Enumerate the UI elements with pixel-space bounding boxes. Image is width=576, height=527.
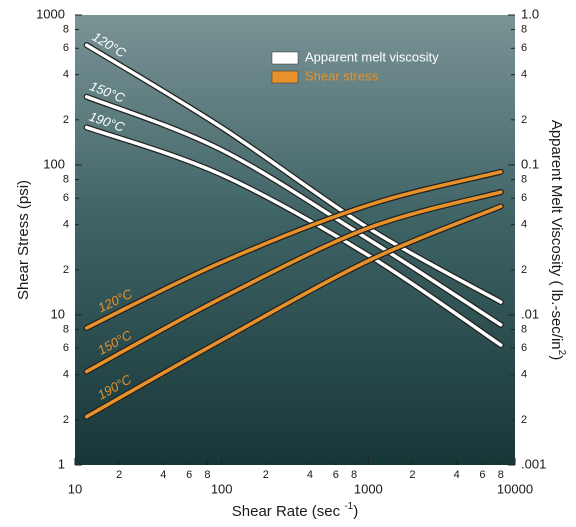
y2-tick-label: 6 — [521, 42, 527, 54]
y2-axis-title: Apparent Melt Viscosity ( lb.-sec/in2) — [548, 120, 567, 360]
x-tick-label: 10000 — [497, 481, 533, 496]
curve — [84, 43, 503, 304]
x-tick-label: 8 — [498, 469, 504, 481]
y-tick-label: 6 — [63, 192, 69, 204]
y2-tick-label: 8 — [521, 23, 527, 35]
y-axis-title: Shear Stress (psi) — [15, 180, 32, 300]
y2-tick-label: 4 — [521, 369, 527, 381]
y2-tick-label: 6 — [521, 342, 527, 354]
y-tick-label: 4 — [63, 69, 69, 81]
y-tick-label: 8 — [63, 23, 69, 35]
y2-tick-label: 8 — [521, 173, 527, 185]
y-tick-label: 2 — [63, 264, 69, 276]
legend-label: Shear stress — [305, 68, 378, 83]
y-tick-label: 10 — [51, 306, 65, 321]
x-tick-label: 100 — [211, 481, 233, 496]
y-tick-label: 1000 — [36, 6, 65, 21]
y2-tick-label: 0.1 — [521, 156, 539, 171]
x-tick-label: 4 — [307, 469, 313, 481]
x-tick-label: 10 — [68, 481, 82, 496]
x-tick-label: 4 — [454, 469, 460, 481]
curve — [84, 95, 503, 327]
x-tick-label: 6 — [479, 469, 485, 481]
y2-tick-label: 6 — [521, 192, 527, 204]
y-tick-label: 6 — [63, 342, 69, 354]
legend-swatch — [271, 70, 299, 84]
x-tick-label: 8 — [351, 469, 357, 481]
y2-tick-label: 2 — [521, 414, 527, 426]
x-tick-label: 8 — [204, 469, 210, 481]
y2-tick-label: 4 — [521, 69, 527, 81]
x-tick-label: 1000 — [354, 481, 383, 496]
x-axis-title: Shear Rate (sec -1) — [232, 501, 358, 520]
x-tick-label: 6 — [333, 469, 339, 481]
y-tick-label: 8 — [63, 323, 69, 335]
curve — [84, 204, 503, 419]
curve — [84, 190, 503, 374]
x-tick-label: 6 — [186, 469, 192, 481]
y2-tick-label: 2 — [521, 114, 527, 126]
y-tick-label: 2 — [63, 114, 69, 126]
legend-swatch — [271, 51, 299, 65]
y-tick-label: 4 — [63, 219, 69, 231]
x-tick-label: 4 — [160, 469, 166, 481]
x-tick-label: 2 — [263, 469, 269, 481]
x-tick-label: 2 — [116, 469, 122, 481]
legend-label: Apparent melt viscosity — [305, 49, 439, 64]
y2-tick-label: 2 — [521, 264, 527, 276]
y2-tick-label: 1.0 — [521, 6, 539, 21]
y-tick-label: 8 — [63, 173, 69, 185]
x-tick-label: 2 — [409, 469, 415, 481]
y-tick-label: 1 — [58, 456, 65, 471]
y-tick-label: 6 — [63, 42, 69, 54]
plot-area — [75, 15, 515, 465]
y2-tick-label: 4 — [521, 219, 527, 231]
y2-tick-label: .01 — [521, 306, 539, 321]
y2-tick-label: .001 — [521, 456, 546, 471]
y-tick-label: 4 — [63, 369, 69, 381]
y-tick-label: 100 — [43, 156, 65, 171]
curve — [84, 170, 503, 330]
y-tick-label: 2 — [63, 414, 69, 426]
curve — [84, 125, 503, 347]
y2-tick-label: 8 — [521, 323, 527, 335]
